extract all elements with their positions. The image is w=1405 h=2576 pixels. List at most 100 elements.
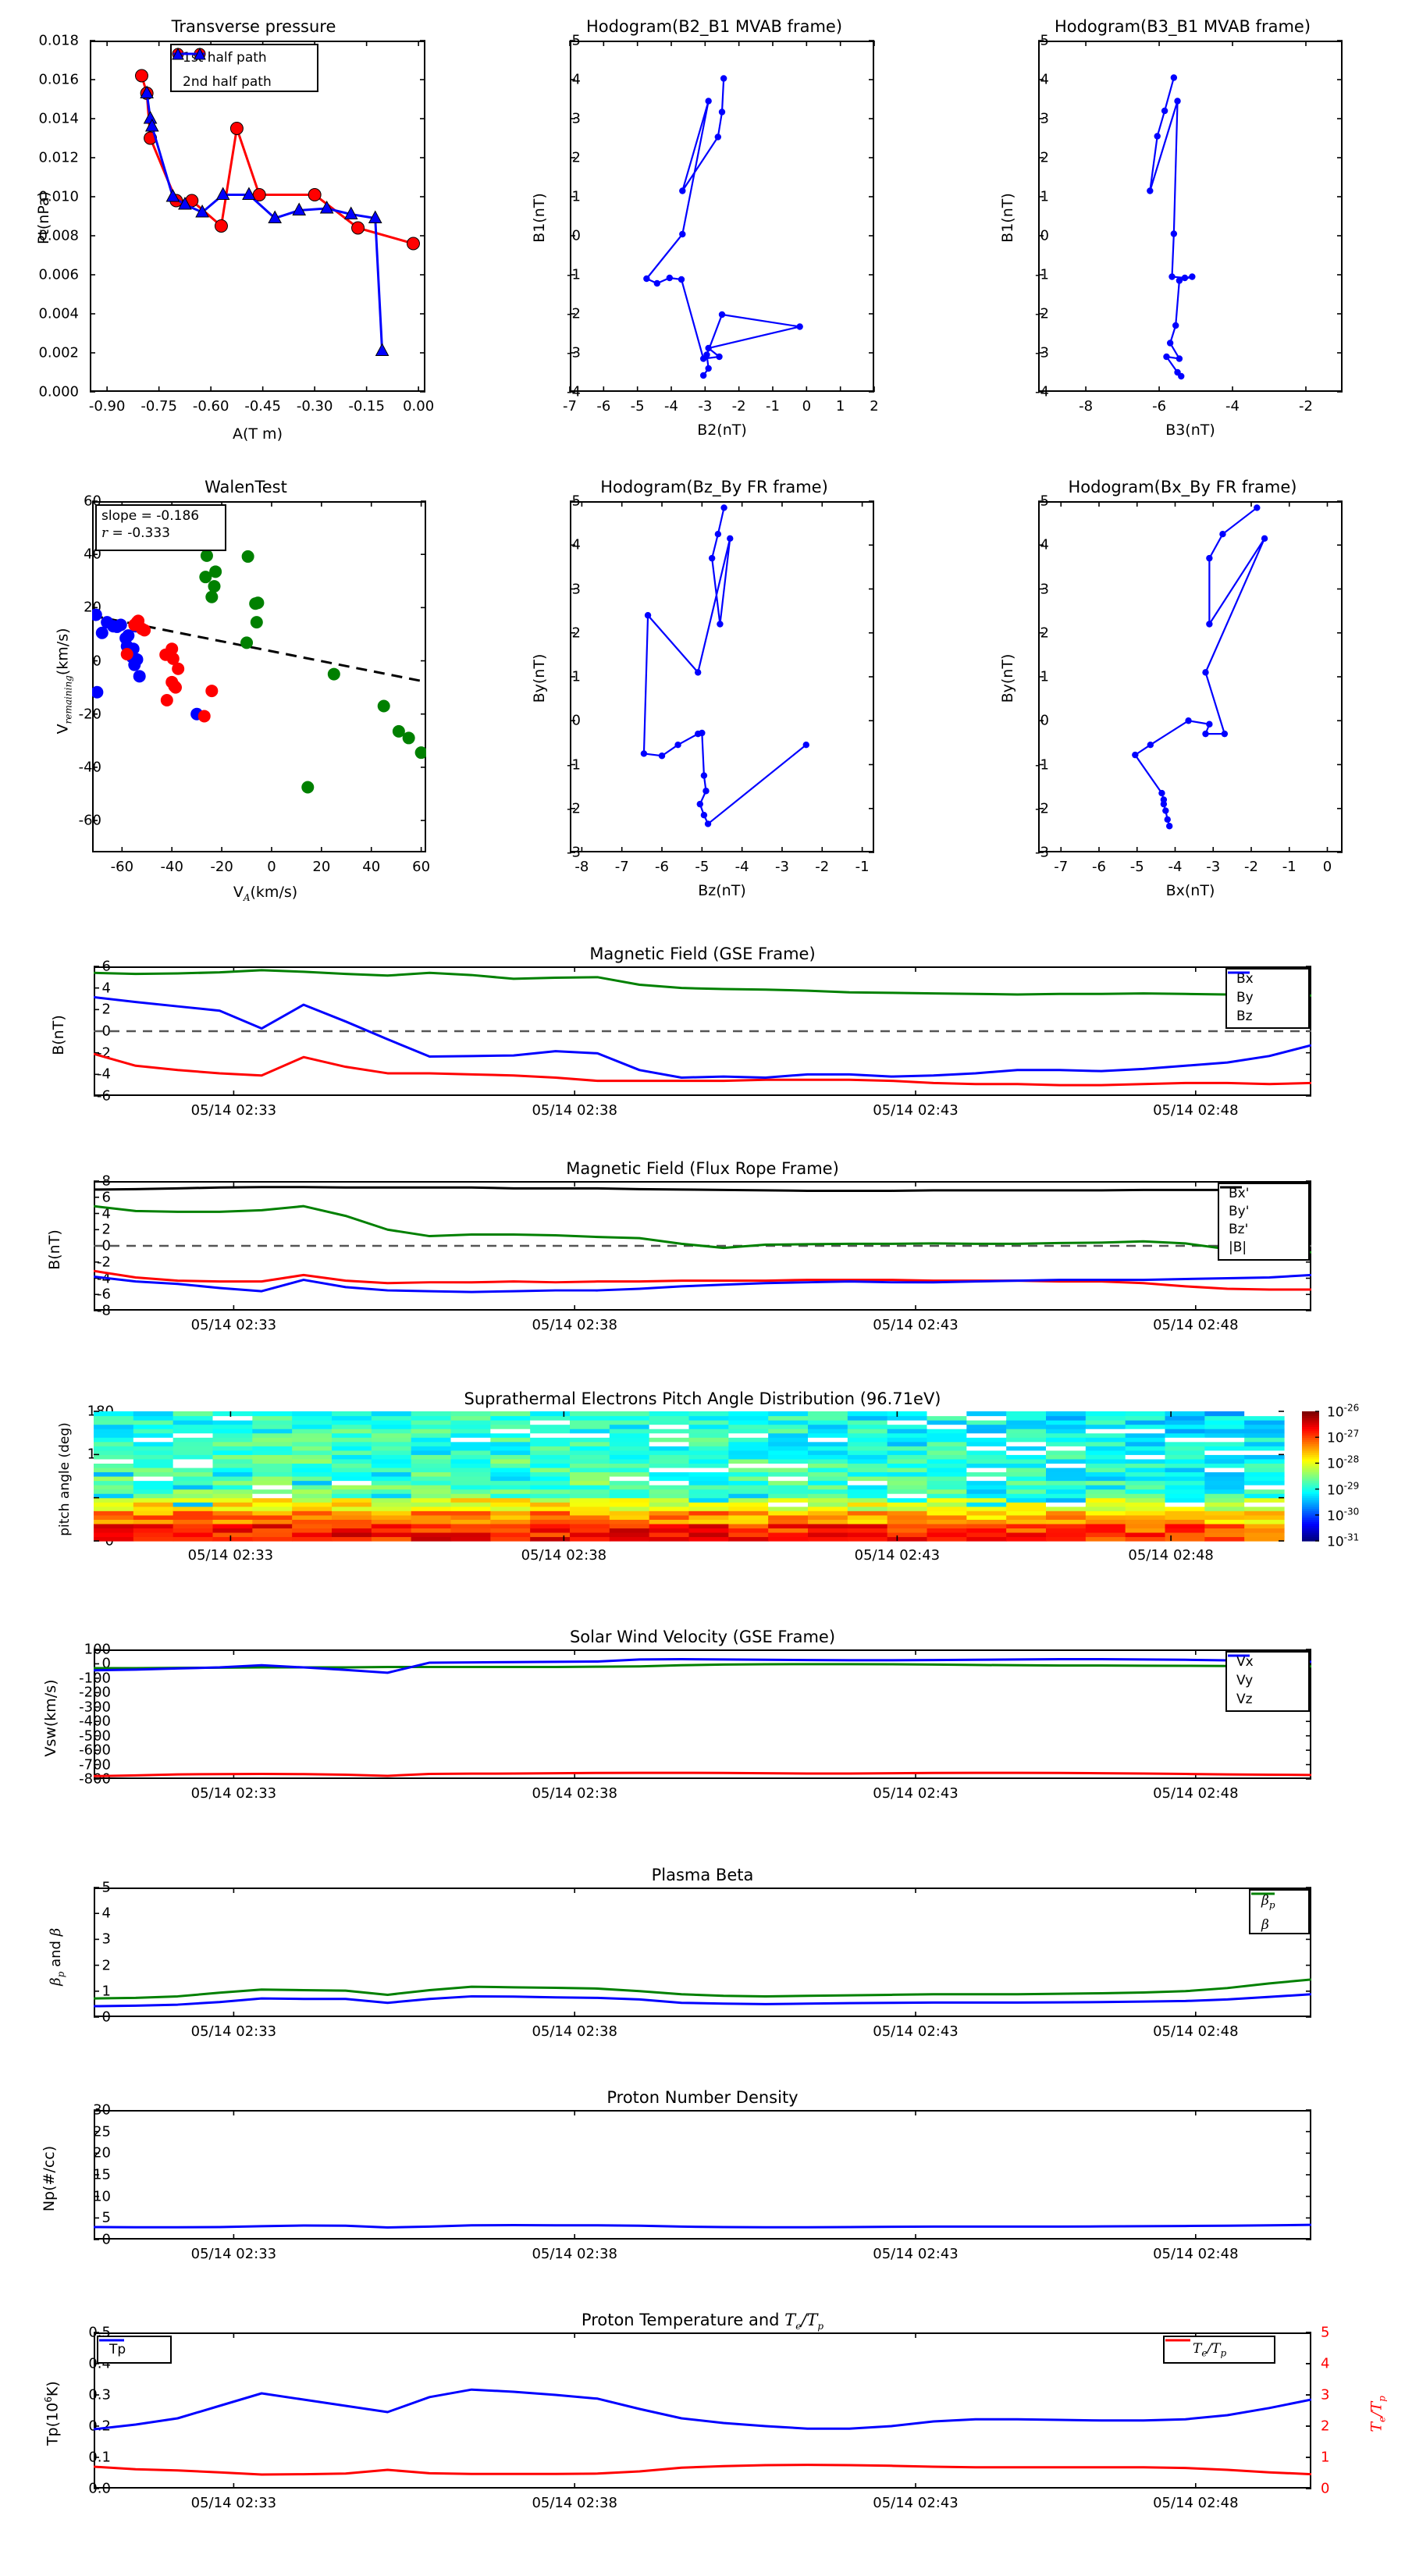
pad-cell xyxy=(808,1536,848,1542)
pad-cell xyxy=(808,1523,848,1528)
panel-title: Proton Temperature and Te/Tp xyxy=(500,2311,905,2332)
pad-cell xyxy=(570,1471,610,1477)
panel-title: Hodogram(B2_B1 MVAB frame) xyxy=(585,17,843,36)
pad-cell xyxy=(1085,1458,1126,1464)
y-tick-label: 3 xyxy=(571,581,581,597)
time-tick-label: 05/14 02:48 xyxy=(1153,1317,1239,1333)
pad-cell xyxy=(1125,1411,1166,1417)
pad-cell xyxy=(94,1532,134,1538)
pad-cell xyxy=(530,1519,571,1525)
pad-cell xyxy=(570,1446,610,1451)
x-tick-label: -7 xyxy=(1054,859,1069,875)
pad-cell xyxy=(411,1411,452,1417)
legend-entry: By xyxy=(1227,971,1308,1007)
pad-cell xyxy=(887,1415,928,1421)
pad-cell xyxy=(133,1536,174,1542)
pad-cell xyxy=(94,1523,134,1528)
pad-cell xyxy=(1125,1450,1166,1455)
pad-cell xyxy=(966,1471,1007,1477)
pad-cell xyxy=(808,1458,848,1464)
pad-cell xyxy=(768,1514,809,1520)
pad-cell xyxy=(133,1420,174,1425)
pad-cell xyxy=(887,1446,928,1451)
pad-cell xyxy=(1125,1510,1166,1516)
pad-cell xyxy=(1046,1429,1087,1434)
pad-cell xyxy=(609,1476,650,1482)
y-tick-label: 8 xyxy=(101,1172,111,1190)
pad-cell xyxy=(450,1480,491,1485)
pad-cell xyxy=(212,1424,253,1429)
pad-cell xyxy=(768,1493,809,1499)
pad-cell xyxy=(371,1471,412,1477)
tp-plot xyxy=(94,2332,1311,2489)
pad-cell xyxy=(1244,1523,1285,1528)
pad-cell xyxy=(1006,1480,1047,1485)
pad-cell xyxy=(1085,1424,1126,1429)
pad-cell xyxy=(927,1441,967,1446)
pad-cell xyxy=(768,1458,809,1464)
panel-pitch-angle-distribution: Suprathermal Electrons Pitch Angle Distr… xyxy=(0,1374,1405,1592)
pad-cell xyxy=(1204,1502,1245,1507)
legend-entry: Bz xyxy=(1227,971,1308,1026)
legend-label-tp: Tp xyxy=(109,2342,126,2357)
pad-cell xyxy=(411,1536,452,1542)
pad-cell xyxy=(768,1437,809,1443)
pad-cell xyxy=(927,1446,967,1451)
legend-label: By' xyxy=(1229,1203,1250,1219)
pad-cell xyxy=(887,1502,928,1507)
time-tick-label: 05/14 02:38 xyxy=(532,1785,617,1802)
pad-cell xyxy=(490,1514,531,1520)
y-tick-label: 0.0 xyxy=(88,2480,111,2497)
pad-cell xyxy=(728,1476,769,1482)
pad-cell xyxy=(927,1528,967,1533)
pad-cell xyxy=(94,1510,134,1516)
pad-cell xyxy=(411,1493,452,1499)
pad-cell xyxy=(1085,1510,1126,1516)
pad-cell xyxy=(371,1432,412,1438)
pad-cell xyxy=(371,1437,412,1443)
pad-cell xyxy=(927,1536,967,1542)
pad-cell xyxy=(450,1446,491,1451)
pad-cell xyxy=(292,1476,333,1482)
legend-line-te-tp xyxy=(1165,2339,1190,2342)
pad-cell xyxy=(450,1476,491,1482)
pad-cell xyxy=(1046,1489,1087,1494)
pad-cell xyxy=(609,1536,650,1542)
pad-cell xyxy=(887,1528,928,1533)
pad-cell xyxy=(1006,1441,1047,1446)
panel-solar-wind-velocity: Solar Wind Velocity (GSE Frame) Vsw(km/s… xyxy=(0,1612,1405,1831)
pad-cell xyxy=(173,1441,214,1446)
pad-cell xyxy=(133,1528,174,1533)
x-tick-label: -8 xyxy=(574,859,589,875)
x-tick-label: 40 xyxy=(362,859,381,875)
time-tick-label: 05/14 02:33 xyxy=(190,2495,277,2511)
pad-cell xyxy=(1046,1480,1087,1485)
pad-cell xyxy=(490,1458,531,1464)
pad-cell xyxy=(1006,1514,1047,1520)
pad-cell xyxy=(927,1480,967,1485)
pad-cell xyxy=(847,1415,888,1421)
pad-cell xyxy=(252,1510,293,1516)
pad-cell xyxy=(728,1458,769,1464)
pad-cell xyxy=(688,1420,729,1425)
pad-cell xyxy=(1165,1467,1205,1473)
pad-cell xyxy=(649,1514,690,1520)
pad-cell xyxy=(332,1420,372,1425)
pad-cell xyxy=(1085,1437,1126,1443)
pad-cell xyxy=(808,1429,848,1434)
pad-cell xyxy=(133,1415,174,1421)
pad-cell xyxy=(252,1536,293,1542)
pad-cell xyxy=(1006,1476,1047,1482)
pad-cell xyxy=(649,1519,690,1525)
pad-cell xyxy=(1165,1437,1205,1443)
pad-cell xyxy=(252,1429,293,1434)
x-tick-label: -0.45 xyxy=(244,398,281,415)
pad-cell xyxy=(1046,1463,1087,1468)
pad-cell xyxy=(768,1463,809,1468)
legend-marker-blue-triangle xyxy=(172,47,206,60)
pad-cell xyxy=(1165,1480,1205,1485)
pad-cell xyxy=(292,1480,333,1485)
pad-cell xyxy=(1125,1454,1166,1460)
x-tick-label: -2 xyxy=(1299,398,1313,415)
pad-cell xyxy=(1085,1502,1126,1507)
